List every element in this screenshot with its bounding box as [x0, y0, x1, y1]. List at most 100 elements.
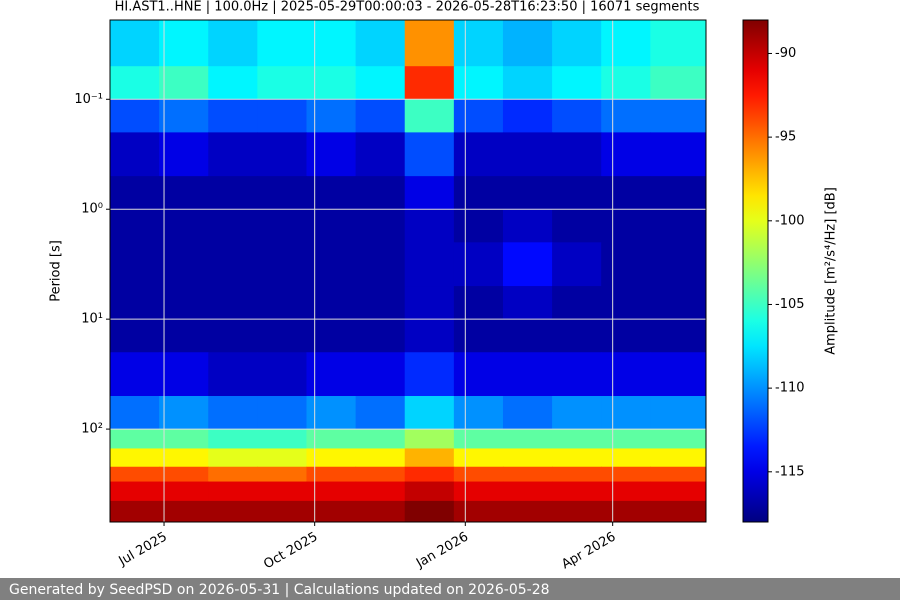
- heatmap-cell: [257, 429, 307, 449]
- heatmap-cell: [355, 99, 406, 133]
- heatmap-cell: [404, 396, 455, 430]
- heatmap-cell: [502, 66, 553, 100]
- heatmap-cell: [306, 99, 357, 133]
- heatmap-cell: [257, 132, 307, 177]
- heatmap-cell: [502, 396, 553, 430]
- heatmap-cell: [159, 209, 209, 243]
- heatmap-cell: [110, 448, 160, 468]
- x-tick-label: Oct 2025: [261, 530, 320, 573]
- heatmap-cell: [453, 20, 504, 67]
- heatmap-cell: [306, 319, 357, 353]
- heatmap-cell: [453, 429, 504, 449]
- heatmap-cell: [601, 176, 651, 210]
- heatmap-cell: [650, 429, 707, 449]
- heatmap-cell: [110, 500, 160, 523]
- heatmap-cell: [552, 396, 602, 430]
- heatmap-cell: [159, 286, 209, 320]
- heatmap-cell: [552, 500, 602, 523]
- heatmap-cell: [110, 481, 160, 502]
- heatmap-cell: [159, 396, 209, 430]
- heatmap-cell: [502, 500, 553, 523]
- heatmap-cell: [257, 242, 307, 287]
- y-tick-label: 10⁻¹: [74, 92, 103, 107]
- heatmap-cell: [601, 286, 651, 320]
- heatmap-cell: [453, 286, 504, 320]
- colorbar-tick-label: -110: [775, 381, 805, 396]
- heatmap-cell: [208, 286, 258, 320]
- heatmap-cell: [159, 466, 209, 483]
- heatmap-cell: [453, 500, 504, 523]
- heatmap-cell: [257, 286, 307, 320]
- heatmap-cell: [110, 429, 160, 449]
- heatmap-cell: [257, 481, 307, 502]
- heatmap-cell: [650, 481, 707, 502]
- heatmap-cell: [257, 500, 307, 523]
- heatmap-cell: [208, 396, 258, 430]
- heatmap-cell: [453, 466, 504, 483]
- heatmap-cell: [110, 242, 160, 287]
- heatmap-cell: [159, 20, 209, 67]
- heatmap-cell: [159, 319, 209, 353]
- heatmap-cell: [306, 481, 357, 502]
- heatmap-cell: [453, 481, 504, 502]
- plot-frame: [109, 19, 707, 523]
- heatmap-cell: [306, 176, 357, 210]
- colorbar: [742, 19, 769, 523]
- heatmap-cell: [355, 319, 406, 353]
- heatmap-cell: [453, 209, 504, 243]
- heatmap-cell: [159, 352, 209, 397]
- heatmap-cell: [601, 500, 651, 523]
- heatmap-cell: [453, 66, 504, 100]
- heatmap-cell: [601, 132, 651, 177]
- heatmap-cell: [650, 132, 707, 177]
- heatmap-cell: [601, 352, 651, 397]
- heatmap-cell: [601, 429, 651, 449]
- heatmap-cell: [110, 66, 160, 100]
- heatmap-cell: [257, 396, 307, 430]
- heatmap-cell: [257, 352, 307, 397]
- heatmap-cell: [159, 132, 209, 177]
- heatmap-cell: [502, 132, 553, 177]
- heatmap-cell: [110, 20, 160, 67]
- heatmap-cell: [552, 352, 602, 397]
- heatmap-cell: [208, 132, 258, 177]
- heatmap-cell: [502, 286, 553, 320]
- x-tick-label: Jan 2026: [413, 530, 471, 572]
- heatmap-cell: [601, 466, 651, 483]
- heatmap-cell: [355, 429, 406, 449]
- heatmap-cell: [650, 286, 707, 320]
- heatmap-cell: [650, 99, 707, 133]
- heatmap-cell: [453, 176, 504, 210]
- heatmap-cell: [208, 352, 258, 397]
- heatmap-cell: [159, 176, 209, 210]
- heatmap-cell: [453, 396, 504, 430]
- colorbar-tick-label: -100: [775, 213, 805, 228]
- heatmap-cell: [601, 66, 651, 100]
- heatmap-cell: [404, 132, 455, 177]
- heatmap-cell: [502, 20, 553, 67]
- heatmap-cell: [306, 66, 357, 100]
- heatmap-cell: [159, 481, 209, 502]
- heatmap-cell: [355, 242, 406, 287]
- heatmap-cell: [110, 132, 160, 177]
- heatmap-cell: [650, 176, 707, 210]
- heatmap-cell: [404, 20, 455, 67]
- heatmap-cell: [552, 319, 602, 353]
- colorbar-tick-label: -105: [775, 297, 805, 312]
- heatmap-cell: [208, 448, 258, 468]
- heatmap-cell: [601, 481, 651, 502]
- heatmap-cell: [257, 448, 307, 468]
- heatmap-cell: [650, 466, 707, 483]
- heatmap-cell: [404, 481, 455, 502]
- heatmap-cell: [502, 99, 553, 133]
- heatmap-cell: [355, 466, 406, 483]
- heatmap-cell: [552, 242, 602, 287]
- heatmap-cell: [552, 429, 602, 449]
- heatmap-cell: [355, 448, 406, 468]
- heatmap-cell: [453, 99, 504, 133]
- heatmap-cell: [502, 448, 553, 468]
- colorbar-tick-label: -115: [775, 464, 805, 479]
- y-axis-label: Period [s]: [49, 240, 64, 302]
- heatmap-cell: [355, 66, 406, 100]
- heatmap-cell: [306, 396, 357, 430]
